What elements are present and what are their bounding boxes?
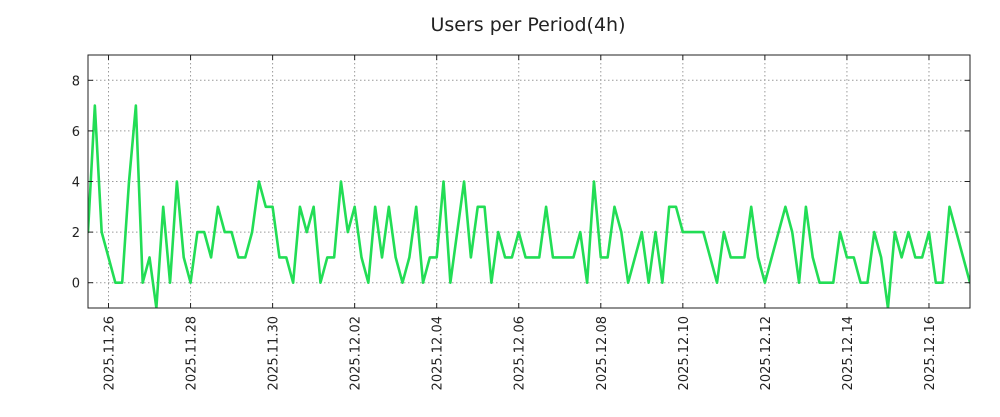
y-tick-label: 8 — [72, 74, 80, 89]
x-tick-label: 2025.12.10 — [677, 316, 692, 390]
axes: 0 2 4 6 8 2025.11.26 2025.11.28 2025.11.30 2025.… — [72, 55, 970, 390]
x-tick-label: 2025.12.02 — [349, 316, 364, 390]
y-tick-label: 0 — [72, 277, 80, 292]
grid — [88, 55, 970, 308]
x-tick-label: 2025.12.08 — [595, 316, 610, 390]
plot-frame — [87, 54, 971, 309]
y-tick-label: 2 — [72, 226, 80, 241]
series-line — [88, 104, 970, 308]
x-tick-label: 2025.12.12 — [759, 316, 774, 390]
x-tick-label: 2025.12.06 — [513, 316, 528, 390]
chart-title: Users per Period(4h) — [430, 14, 625, 36]
x-tick-label: 2025.12.04 — [431, 316, 446, 390]
x-tick-label: 2025.11.30 — [267, 316, 282, 390]
plot-area — [88, 104, 970, 308]
x-tick-label: 2025.12.16 — [923, 316, 938, 390]
x-tick-label: 2025.12.14 — [841, 316, 856, 390]
y-tick-label: 6 — [72, 125, 80, 140]
y-tick-label: 4 — [72, 176, 80, 191]
x-tick-label: 2025.11.28 — [185, 316, 200, 390]
x-tick-label: 2025.11.26 — [103, 316, 118, 390]
